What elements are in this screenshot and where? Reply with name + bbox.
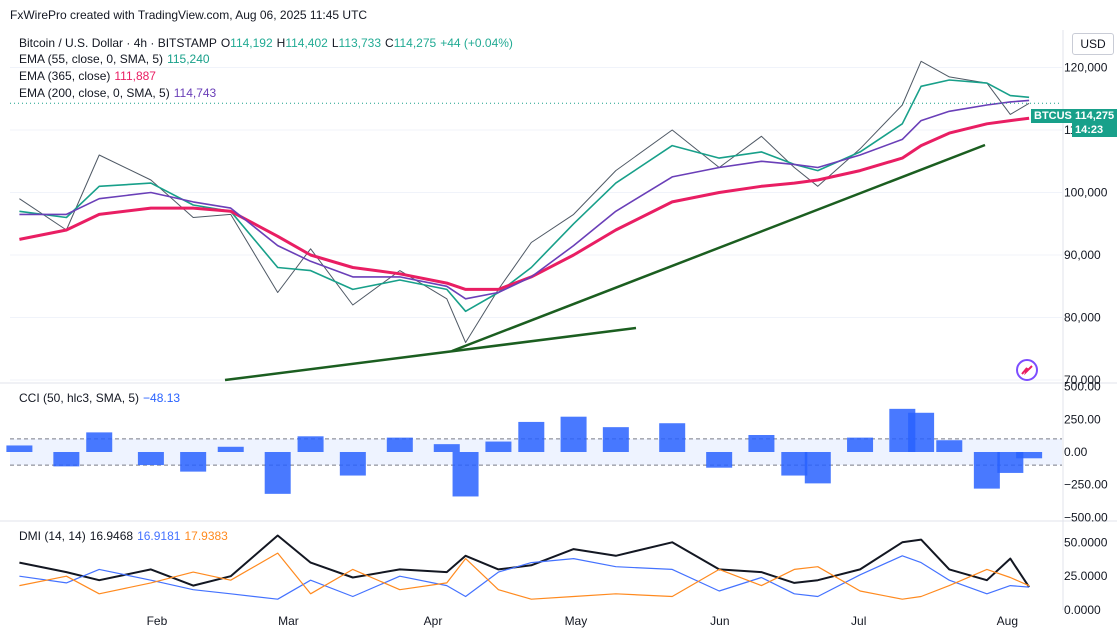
y-tick-label: 100,000: [1064, 186, 1108, 200]
open-value: 114,192: [230, 36, 273, 50]
cci-bar: [433, 444, 460, 452]
dmi-tick-label: 0.0000: [1064, 603, 1101, 617]
cci-bar: [452, 452, 479, 497]
support-trendline: [224, 326, 637, 382]
cci-bar: [847, 437, 874, 452]
ema55-value: 115,240: [167, 52, 210, 66]
rising-trendline: [451, 143, 986, 353]
cci-bar: [386, 437, 413, 452]
cci-bar: [659, 423, 686, 452]
cci-bar: [485, 441, 512, 452]
ema55-line: [19, 79, 1030, 313]
open-label: O: [220, 36, 231, 50]
x-tick-label: Jul: [851, 614, 866, 628]
cci-tick-label: 500.00: [1064, 380, 1101, 394]
cci-bar: [602, 427, 629, 452]
currency-button[interactable]: USD: [1072, 33, 1114, 55]
cci-tick-label: 250.00: [1064, 412, 1101, 426]
dmi-legend: DMI (14, 14) 16.9468 16.9181 17.9383: [19, 528, 232, 544]
cci-tick-label: −500.00: [1064, 510, 1108, 524]
y-tick-label: 80,000: [1064, 311, 1101, 325]
cci-bar: [1016, 452, 1043, 459]
cci-label: CCI (50, hlc3, SMA, 5): [19, 391, 140, 405]
price-line: [19, 60, 1030, 343]
cci-bar: [804, 452, 831, 484]
cci-bar: [973, 452, 1000, 489]
ema365-legend: EMA (365, close) 111,887: [19, 68, 160, 84]
cci-bar: [781, 452, 808, 476]
cci-bar: [180, 452, 207, 472]
cci-legend: CCI (50, hlc3, SMA, 5) −48.13: [19, 390, 184, 406]
cci-bar: [518, 421, 545, 452]
cci-bar: [217, 446, 244, 452]
dmi-label: DMI (14, 14): [19, 529, 86, 543]
x-tick-label: Mar: [278, 614, 299, 628]
instrument-legend: Bitcoin / U.S. Dollar · 4h · BITSTAMP O11…: [19, 35, 517, 51]
cci-bar: [748, 435, 775, 452]
x-tick-label: Jun: [710, 614, 729, 628]
y-tick-label: 90,000: [1064, 248, 1101, 262]
cci-bar: [908, 412, 935, 452]
ema200-label: EMA (200, close, 0, SMA, 5): [19, 86, 170, 100]
high-label: H: [276, 36, 286, 50]
x-tick-label: Feb: [147, 614, 168, 628]
high-value: 114,402: [285, 36, 328, 50]
dmi-plus-value: 16.9181: [137, 529, 181, 543]
close-value: 114,275: [393, 36, 437, 50]
countdown-tag: 14:23: [1072, 123, 1117, 137]
ema200-legend: EMA (200, close, 0, SMA, 5) 114,743: [19, 85, 220, 101]
di-plus-line: [19, 555, 1030, 600]
cci-bar: [53, 452, 80, 467]
change-value: +44 (+0.04%): [440, 36, 513, 50]
cci-bar: [6, 445, 33, 452]
low-label: L: [331, 36, 339, 50]
symbol-tag: BTCUSD: [1031, 109, 1083, 123]
dmi-tick-label: 50.0000: [1064, 535, 1108, 549]
x-tick-label: May: [565, 614, 588, 628]
cci-value: −48.13: [143, 391, 181, 405]
x-tick-label: Apr: [424, 614, 443, 628]
cci-bar: [560, 416, 587, 452]
dmi-minus-value: 17.9383: [184, 529, 228, 543]
cci-bar: [137, 452, 164, 466]
cci-bar: [936, 440, 963, 452]
ema55-legend: EMA (55, close, 0, SMA, 5) 115,240: [19, 51, 214, 67]
ema365-line: [19, 116, 1030, 291]
low-value: 113,733: [338, 36, 382, 50]
ema365-label: EMA (365, close): [19, 69, 111, 83]
close-label: C: [385, 36, 394, 50]
dmi-tick-label: 25.0000: [1064, 569, 1108, 583]
x-tick-label: Aug: [997, 614, 1018, 628]
cci-tick-label: −250.00: [1064, 478, 1108, 492]
ema200-line: [19, 99, 1030, 300]
cci-tick-label: 0.00: [1064, 445, 1088, 459]
ema365-value: 111,887: [114, 69, 156, 83]
y-tick-label: 120,000: [1064, 61, 1108, 75]
price-tag: 114,275: [1072, 109, 1117, 123]
attribution-text: FxWirePro created with TradingView.com, …: [10, 8, 368, 22]
tradingview-logo-icon[interactable]: [1012, 356, 1042, 384]
cci-bar: [264, 452, 291, 494]
ema200-value: 114,743: [173, 86, 217, 100]
cci-bar: [297, 436, 324, 452]
adx-line: [19, 534, 1030, 588]
cci-bar: [86, 432, 113, 452]
cci-bar: [706, 452, 733, 468]
instrument-name: Bitcoin / U.S. Dollar · 4h · BITSTAMP: [19, 36, 217, 50]
cci-bar: [339, 452, 366, 476]
ema55-label: EMA (55, close, 0, SMA, 5): [19, 52, 164, 66]
y-tick-label: 70,000: [1064, 373, 1101, 387]
dmi-adx-value: 16.9468: [89, 529, 134, 543]
di-minus-line: [19, 552, 1030, 600]
